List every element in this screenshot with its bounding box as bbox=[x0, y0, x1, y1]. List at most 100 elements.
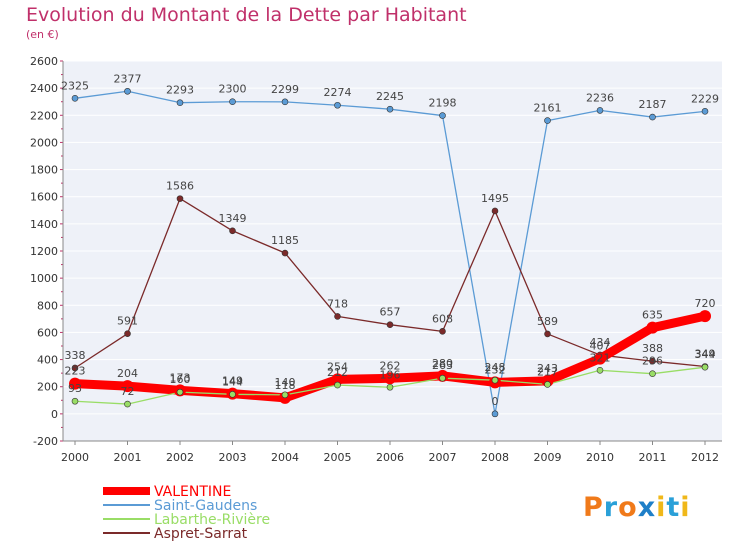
data-point bbox=[331, 373, 344, 386]
y-tick-label: 1200 bbox=[30, 245, 58, 258]
data-label: 591 bbox=[117, 315, 138, 328]
data-label: 280 bbox=[432, 357, 453, 370]
data-point bbox=[699, 310, 711, 323]
data-label: 217 bbox=[537, 365, 558, 378]
data-label: 254 bbox=[327, 360, 348, 373]
legend-label: Labarthe-Rivière bbox=[154, 512, 270, 528]
data-label: 2325 bbox=[61, 79, 89, 92]
x-tick-label: 2007 bbox=[429, 451, 457, 464]
legend: VALENTINESaint-GaudensLabarthe-RivièreAs… bbox=[103, 484, 270, 542]
data-point bbox=[491, 410, 499, 418]
y-tick-label: 1800 bbox=[30, 164, 58, 177]
data-point bbox=[229, 391, 236, 398]
data-point bbox=[176, 195, 184, 202]
logo-letter: r bbox=[603, 492, 619, 523]
x-tick-label: 2003 bbox=[219, 451, 247, 464]
data-point bbox=[124, 87, 131, 95]
data-point bbox=[491, 376, 499, 384]
logo-letter: i bbox=[680, 492, 691, 523]
logo-letter: x bbox=[637, 492, 657, 523]
legend-label: VALENTINE bbox=[154, 484, 231, 500]
data-point bbox=[594, 352, 606, 365]
x-tick-label: 2001 bbox=[114, 451, 142, 464]
data-label: 140 bbox=[275, 376, 296, 389]
data-point bbox=[439, 374, 446, 382]
data-point bbox=[384, 372, 396, 385]
data-label: 2274 bbox=[324, 86, 352, 99]
data-point bbox=[281, 391, 289, 399]
x-tick-label: 2005 bbox=[324, 451, 352, 464]
data-label: 263 bbox=[432, 359, 453, 372]
data-label: 2300 bbox=[219, 83, 247, 96]
y-tick-label: 800 bbox=[37, 299, 58, 312]
y-tick-label: 2200 bbox=[30, 109, 58, 122]
x-tick-label: 2004 bbox=[271, 451, 299, 464]
data-label: 434 bbox=[590, 336, 611, 349]
logo-letter: P bbox=[583, 492, 604, 523]
data-label: 388 bbox=[642, 342, 663, 355]
x-tick-label: 2012 bbox=[691, 451, 719, 464]
data-label: 248 bbox=[485, 361, 506, 374]
series-points bbox=[69, 87, 711, 418]
y-tick-label: 2400 bbox=[30, 82, 58, 95]
y-tick-label: -200 bbox=[33, 435, 58, 448]
data-point bbox=[386, 105, 394, 113]
data-label: 589 bbox=[537, 315, 558, 328]
data-label: 657 bbox=[380, 306, 401, 319]
data-label: 212 bbox=[327, 366, 348, 379]
data-label: 720 bbox=[695, 297, 716, 310]
y-tick-label: 1400 bbox=[30, 218, 58, 231]
data-label: 204 bbox=[117, 367, 138, 380]
data-label: 118 bbox=[275, 379, 296, 392]
data-point bbox=[121, 380, 134, 393]
chart-subtitle: (en €) bbox=[26, 28, 59, 41]
y-tick-label: 1600 bbox=[30, 191, 58, 204]
data-label: 2245 bbox=[376, 90, 404, 103]
data-label: 1185 bbox=[271, 234, 299, 247]
legend-label: Aspret-Sarrat bbox=[154, 526, 248, 542]
x-tick-label: 2002 bbox=[166, 451, 194, 464]
x-tick-label: 2010 bbox=[586, 451, 614, 464]
y-tick-label: 400 bbox=[37, 354, 58, 367]
data-label: 2198 bbox=[429, 97, 457, 110]
x-tick-label: 2006 bbox=[376, 451, 404, 464]
data-point bbox=[176, 99, 184, 106]
data-point bbox=[124, 330, 131, 337]
x-tick-label: 2009 bbox=[534, 451, 562, 464]
data-point bbox=[69, 377, 81, 390]
data-point bbox=[439, 328, 446, 335]
data-point bbox=[649, 113, 656, 121]
data-label: 2293 bbox=[166, 84, 194, 97]
data-label: 2236 bbox=[586, 91, 614, 104]
data-label: 321 bbox=[590, 351, 611, 364]
grid-lines bbox=[63, 60, 722, 442]
y-tick-label: 0 bbox=[51, 408, 58, 421]
data-point bbox=[281, 98, 289, 106]
data-point bbox=[124, 400, 131, 408]
data-labels: 2325 2377 2293 2300 2299 2274 2245 2198 0 2161 223… bbox=[61, 72, 719, 408]
data-point bbox=[71, 95, 79, 102]
data-label: 407 bbox=[590, 340, 611, 353]
data-point bbox=[596, 366, 604, 374]
data-point bbox=[334, 101, 341, 109]
proxiti-logo: Proxiti bbox=[583, 492, 691, 523]
y-tick-label: 600 bbox=[37, 326, 58, 339]
data-point bbox=[544, 381, 551, 388]
x-axis: 2000 2001 2002 2003 2004 2005 2006 2007 2008 2009… bbox=[61, 440, 722, 464]
y-tick-label: 200 bbox=[37, 381, 58, 394]
data-point bbox=[649, 370, 656, 377]
data-point bbox=[491, 207, 499, 215]
data-label: 2229 bbox=[691, 92, 719, 105]
x-tick-label: 2011 bbox=[639, 451, 667, 464]
data-label: 262 bbox=[380, 359, 401, 372]
data-label: 608 bbox=[432, 312, 453, 325]
logo-letter: t bbox=[666, 492, 681, 523]
data-label: 223 bbox=[65, 365, 86, 378]
data-label: 349 bbox=[695, 347, 716, 360]
data-label: 160 bbox=[170, 373, 191, 386]
data-point bbox=[701, 108, 709, 115]
logo-letter: o bbox=[618, 492, 638, 523]
data-label: 93 bbox=[68, 382, 82, 395]
